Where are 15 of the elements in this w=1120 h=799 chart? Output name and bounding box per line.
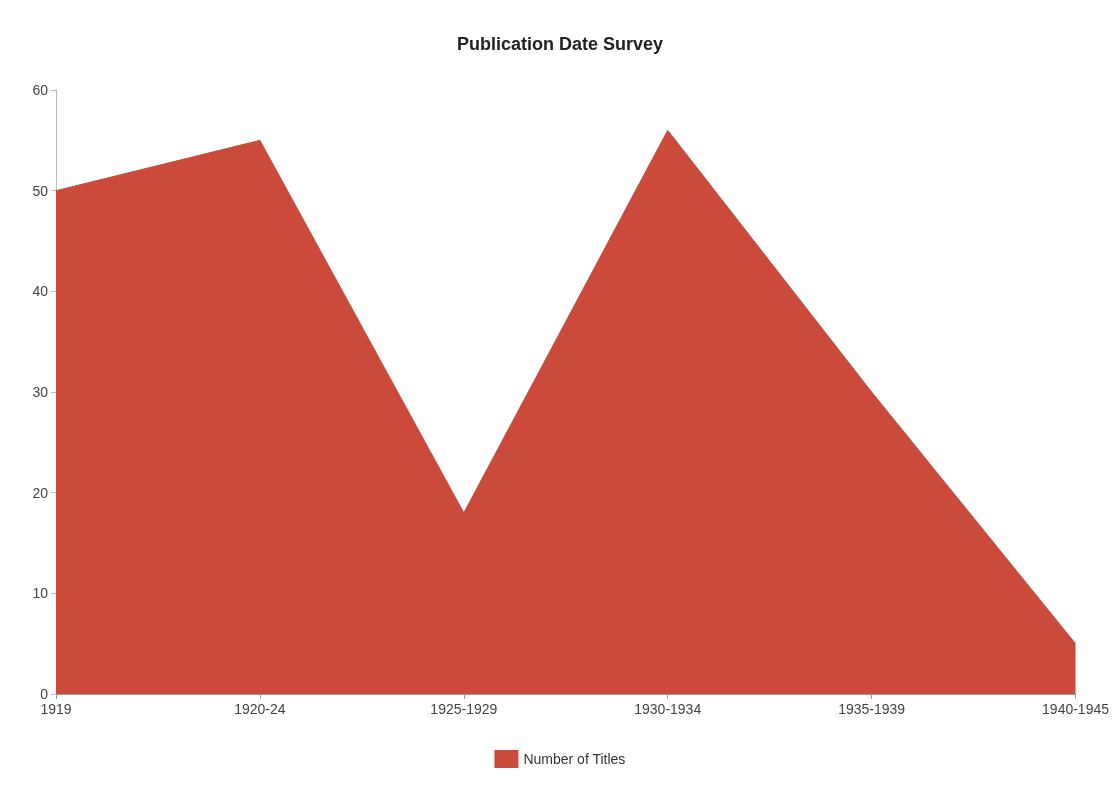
y-tick-label: 40 (32, 283, 49, 300)
y-tick-label: 50 (32, 182, 49, 199)
x-tick-label: 1919 (40, 701, 72, 717)
y-tick-label: 60 (32, 82, 49, 98)
y-tick-label: 20 (32, 484, 49, 501)
x-tick-label: 1940-1945 (1042, 701, 1110, 717)
x-tick-label: 1920-24 (234, 701, 286, 717)
y-tick-label: 10 (32, 585, 49, 602)
y-tick-label: 0 (40, 686, 49, 702)
x-tick-label: 1925-1929 (430, 701, 498, 717)
x-tick-label: 1930-1934 (634, 701, 702, 717)
x-tick-label: 1935-1939 (838, 701, 906, 717)
chart-title: Publication Date Survey (456, 34, 664, 54)
y-tick-label: 30 (32, 384, 49, 400)
legend-label: Number of Titles (523, 751, 626, 767)
